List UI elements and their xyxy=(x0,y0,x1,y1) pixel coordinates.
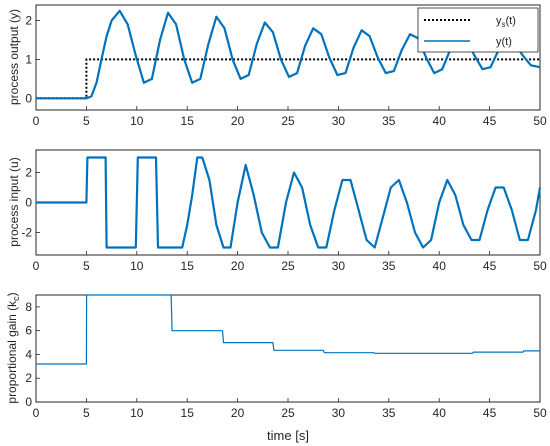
x-tick-label: 5 xyxy=(83,406,90,420)
x-tick-label: 20 xyxy=(231,259,245,273)
panel-proportional-gain: 0 5 10 15 20 25 30 35 40 45 50 0 2 4 6 8 proportional g… xyxy=(5,292,547,443)
y-tick-label: 0 xyxy=(25,196,32,210)
x-tick-label: 5 xyxy=(83,259,90,273)
x-tick-label: 30 xyxy=(332,114,346,128)
y-axis-label-input: process input (u) xyxy=(7,157,21,246)
x-tick-label: 5 xyxy=(83,114,90,128)
y-tick-label: -2 xyxy=(21,226,32,240)
y-tick-label: 2 xyxy=(25,371,32,385)
x-tick-label: 10 xyxy=(130,114,144,128)
legend: ys(t) y(t) xyxy=(417,7,539,53)
panel-process-output: 0 5 10 15 20 25 30 35 40 45 50 0 1 2 process output (… xyxy=(7,4,547,128)
x-axis-label: time [s] xyxy=(267,428,309,443)
x-tick-label: 25 xyxy=(281,114,295,128)
y-tick-label: 0 xyxy=(25,91,32,105)
y-tick-label: 8 xyxy=(25,300,32,314)
x-tick-label: 35 xyxy=(382,259,396,273)
y-tick-label: 4 xyxy=(25,347,32,361)
x-tick-label: 50 xyxy=(533,114,547,128)
y-tick-label: 2 xyxy=(25,14,32,28)
x-tick-label: 35 xyxy=(382,114,396,128)
x-tick-label: 45 xyxy=(483,259,497,273)
x-tick-label: 35 xyxy=(382,406,396,420)
x-tick-label: 15 xyxy=(181,114,195,128)
x-tick-label: 25 xyxy=(281,406,295,420)
y-axis-label-gain: proportional gain (kc) xyxy=(5,292,21,403)
x-tick-label: 20 xyxy=(231,406,245,420)
x-tick-label: 0 xyxy=(33,259,40,273)
series-line-signal xyxy=(36,156,542,249)
x-tick-label: 45 xyxy=(483,406,497,420)
x-tick-label: 40 xyxy=(433,114,447,128)
x-tick-label: 40 xyxy=(433,406,447,420)
x-tick-label: 0 xyxy=(33,406,40,420)
y-tick-label: 1 xyxy=(25,52,32,66)
panel-process-input: 0 5 10 15 20 25 30 35 40 45 50 -2 0 2 process input (… xyxy=(7,149,547,273)
y-tick-label: 2 xyxy=(25,166,32,180)
x-tick-label: 45 xyxy=(483,114,497,128)
x-tick-label: 15 xyxy=(181,406,195,420)
series-line-signal xyxy=(36,294,540,365)
x-tick-label: 20 xyxy=(231,114,245,128)
legend-label-ys: ys(t) xyxy=(496,15,516,29)
x-tick-label: 30 xyxy=(332,259,346,273)
y-tick-label: 6 xyxy=(25,324,32,338)
x-tick-label: 25 xyxy=(281,259,295,273)
y-axis-label-output: process output (y) xyxy=(7,9,21,105)
x-tick-label: 30 xyxy=(332,406,346,420)
x-tick-label: 15 xyxy=(181,259,195,273)
x-tick-label: 0 xyxy=(33,114,40,128)
legend-label-y: y(t) xyxy=(496,36,512,48)
x-tick-label: 10 xyxy=(130,406,144,420)
x-tick-label: 50 xyxy=(533,259,547,273)
y-tick-label: 0 xyxy=(25,395,32,409)
x-tick-label: 10 xyxy=(130,259,144,273)
x-tick-label: 40 xyxy=(433,259,447,273)
x-tick-label: 50 xyxy=(533,406,547,420)
